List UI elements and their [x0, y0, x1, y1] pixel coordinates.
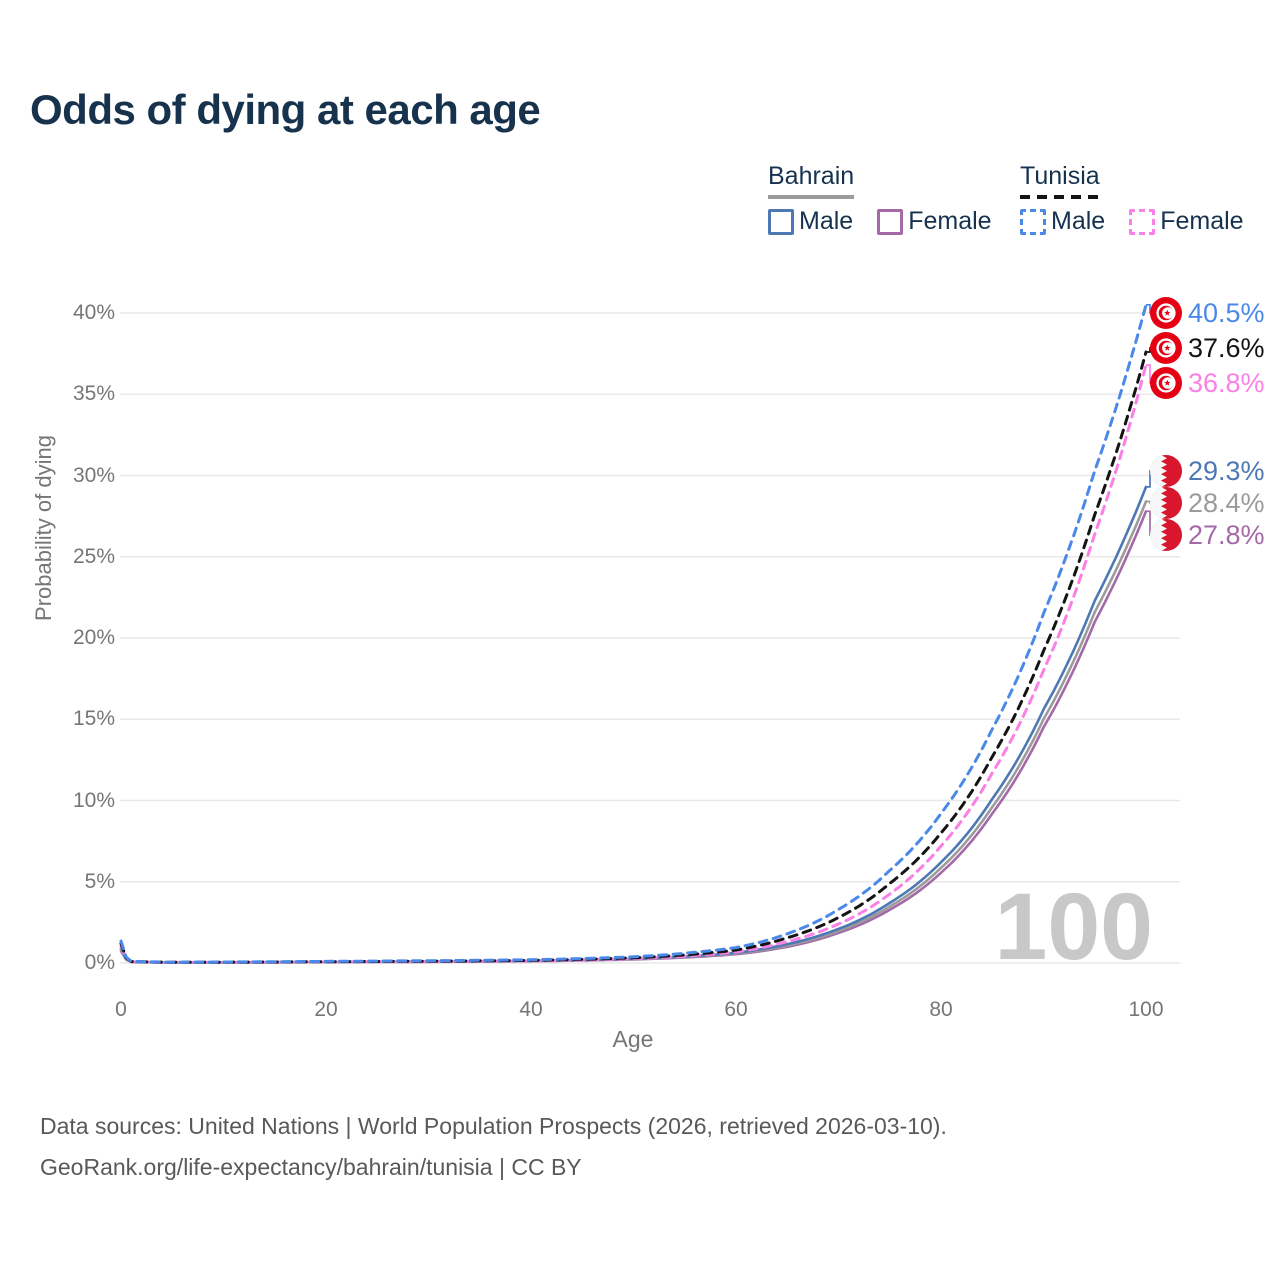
line-tunisia-male: [119, 303, 1148, 964]
end-label-value: 28.4%: [1188, 487, 1265, 518]
y-tick-label: 35%: [72, 382, 115, 406]
tunisia-flag-icon: [1150, 367, 1182, 399]
line-bahrain-male: [119, 485, 1148, 964]
checkbox-icon[interactable]: [1020, 208, 1046, 235]
legend-item-label: Female: [908, 207, 992, 235]
end-label-tunisia-female: 36.8%: [1150, 367, 1265, 399]
end-label-bahrain: 28.4%: [1150, 487, 1265, 519]
y-tick-label: 0%: [84, 951, 115, 974]
end-label-bahrain-female: 27.8%: [1150, 519, 1265, 551]
end-label-tunisia-male: 40.5%: [1150, 297, 1265, 329]
x-tick-label: 80: [929, 998, 953, 1021]
legend-group-bahrain: Bahrain Male Female: [768, 162, 992, 236]
x-tick-label: 40: [519, 998, 543, 1021]
y-tick-label: 10%: [72, 788, 115, 812]
gridlines: [120, 312, 1180, 964]
x-tick-label: 0: [115, 998, 127, 1021]
checkbox-icon[interactable]: [877, 208, 904, 235]
legend-bahrain-linestyle-sample: [768, 195, 855, 199]
end-label-value: 37.6%: [1188, 332, 1265, 363]
legend-group-tunisia: Tunisia Male Female: [1020, 162, 1244, 236]
x-tick-label: 100: [1128, 998, 1164, 1021]
data-sources-line: Data sources: United Nations | World Pop…: [40, 1113, 947, 1139]
legend-item-label: Male: [799, 207, 854, 235]
tunisia-flag-icon: [1150, 332, 1182, 364]
legend-item-tunisia-male[interactable]: Male: [1020, 207, 1105, 236]
line-bahrain-female: [119, 510, 1148, 964]
y-tick-label: 30%: [72, 463, 115, 487]
end-label-value: 40.5%: [1188, 297, 1265, 328]
y-tick-label: 15%: [72, 707, 115, 731]
end-label-value: 29.3%: [1188, 455, 1265, 486]
legend-item-label: Female: [1160, 207, 1244, 235]
y-tick-label: 20%: [72, 626, 115, 649]
legend-item-tunisia-female[interactable]: Female: [1129, 207, 1244, 236]
legend-group-tunisia-name: Tunisia: [1020, 162, 1100, 190]
legend-item-bahrain-female[interactable]: Female: [877, 207, 992, 236]
age-counter-watermark: 100: [994, 874, 1153, 980]
y-tick-label: 40%: [72, 301, 115, 324]
page-title: Odds of dying at each age: [30, 86, 541, 133]
bahrain-flag-icon: [1150, 455, 1182, 487]
end-label-tunisia: 37.6%: [1150, 332, 1265, 364]
attribution-line: GeoRank.org/life-expectancy/bahrain/tuni…: [40, 1153, 582, 1180]
bahrain-flag-icon: [1150, 487, 1182, 519]
checkbox-icon[interactable]: [1129, 208, 1156, 235]
legend-tunisia-linestyle-sample: [1020, 195, 1100, 199]
bahrain-flag-icon: [1150, 519, 1182, 551]
end-label-value: 36.8%: [1188, 367, 1265, 398]
legend-item-label: Male: [1051, 207, 1106, 235]
legend-item-bahrain-male[interactable]: Male: [768, 207, 853, 236]
end-label-bahrain-male: 29.3%: [1150, 455, 1265, 487]
end-label-value: 27.8%: [1188, 519, 1265, 550]
x-axis-title: Age: [612, 1026, 654, 1052]
line-tunisia: [119, 350, 1148, 964]
y-tick-label: 25%: [72, 544, 115, 568]
tunisia-flag-icon: [1150, 297, 1182, 329]
y-tick-label: 5%: [84, 869, 115, 893]
line-tunisia-female: [119, 363, 1148, 964]
x-tick-label: 60: [724, 998, 748, 1021]
checkbox-icon[interactable]: [768, 208, 794, 235]
legend-group-bahrain-name: Bahrain: [768, 162, 855, 190]
x-tick-label: 20: [314, 998, 338, 1021]
footer: Data sources: United Nations | World Pop…: [40, 1106, 947, 1188]
